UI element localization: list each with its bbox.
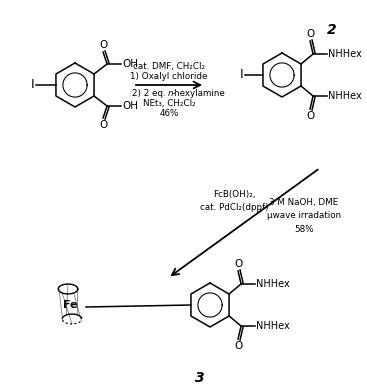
Text: n: n	[168, 89, 174, 98]
Text: O: O	[234, 341, 242, 351]
Text: O: O	[306, 29, 314, 39]
Text: OH: OH	[122, 101, 138, 111]
Text: NHHex: NHHex	[328, 49, 362, 59]
Text: NHHex: NHHex	[328, 91, 362, 101]
Text: I: I	[239, 68, 243, 82]
Text: Fe: Fe	[63, 300, 77, 310]
Text: O: O	[234, 259, 242, 269]
Text: NHHex: NHHex	[256, 279, 290, 289]
Text: cat. PdCl₂(dppf): cat. PdCl₂(dppf)	[200, 204, 268, 212]
Text: μwave irradation: μwave irradation	[267, 211, 341, 219]
Text: 58%: 58%	[294, 224, 314, 233]
Text: -hexylamine: -hexylamine	[172, 89, 226, 98]
Text: O: O	[99, 120, 107, 130]
Text: O: O	[306, 111, 314, 121]
Text: cat. DMF, CH₂Cl₂: cat. DMF, CH₂Cl₂	[133, 62, 205, 71]
Text: OH: OH	[122, 59, 138, 69]
Text: 1) Oxalyl chloride: 1) Oxalyl chloride	[130, 72, 208, 81]
Text: NHHex: NHHex	[256, 321, 290, 331]
Text: 3: 3	[195, 371, 205, 385]
Text: I: I	[30, 79, 34, 91]
Text: 2) 2 eq.: 2) 2 eq.	[132, 89, 168, 98]
Text: 46%: 46%	[159, 109, 179, 118]
Text: 2: 2	[327, 23, 337, 37]
Text: O: O	[99, 40, 107, 50]
Text: FcB(OH)₂,: FcB(OH)₂,	[213, 190, 255, 200]
Text: NEt₃, CH₂Cl₂: NEt₃, CH₂Cl₂	[143, 99, 195, 108]
Text: 3 M NaOH, DME: 3 M NaOH, DME	[269, 199, 339, 207]
